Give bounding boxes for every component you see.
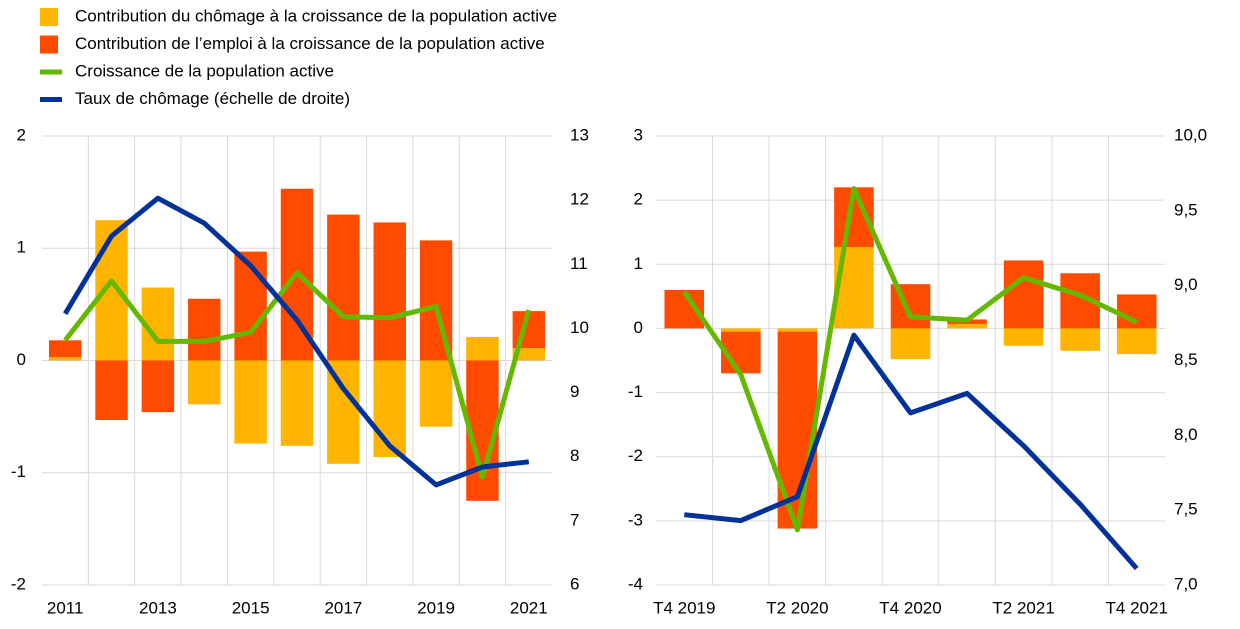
x-tick-label: 2021 <box>510 598 548 617</box>
y-tick-label: -1 <box>11 462 26 481</box>
y-tick-label: -2 <box>628 446 643 465</box>
bar <box>234 360 267 444</box>
bar <box>141 360 175 413</box>
bar <box>1116 328 1157 355</box>
x-tick-label: T2 2020 <box>766 598 828 617</box>
x-tick-label: 2017 <box>324 598 362 617</box>
bar <box>48 340 82 358</box>
bar <box>327 360 360 464</box>
legend-label: Taux de chômage (échelle de droite) <box>75 89 350 108</box>
y2-tick-label: 13 <box>570 125 589 144</box>
x-tick-label: 2019 <box>417 598 455 617</box>
y2-tick-label: 8,5 <box>1174 350 1198 369</box>
y-tick-label: 1 <box>634 254 643 273</box>
bar <box>890 328 931 360</box>
y2-tick-label: 12 <box>570 190 589 209</box>
legend-label: Contribution de l’emploi à la croissance… <box>75 34 545 53</box>
y2-tick-label: 9 <box>570 382 579 401</box>
y2-tick-label: 7 <box>570 510 579 529</box>
bar <box>327 214 360 361</box>
y2-tick-label: 11 <box>570 254 588 273</box>
x-tick-label: T4 2021 <box>1106 598 1168 617</box>
bar <box>373 222 406 361</box>
bar <box>48 357 82 361</box>
bar <box>234 251 267 361</box>
y-tick-label: 0 <box>17 350 26 369</box>
bar <box>188 360 221 405</box>
bar <box>721 328 761 332</box>
bar <box>512 348 546 361</box>
y2-tick-label: 10,0 <box>1174 125 1207 144</box>
bar <box>188 298 221 361</box>
y-tick-label: 3 <box>634 125 643 144</box>
bar <box>1116 294 1157 329</box>
bar <box>466 336 499 361</box>
bar <box>1003 260 1044 329</box>
y-tick-label: -1 <box>628 382 643 401</box>
line-series <box>63 270 532 480</box>
y2-tick-label: 7,0 <box>1174 574 1198 593</box>
bar <box>1003 328 1044 346</box>
y-tick-label: 0 <box>634 318 643 337</box>
x-tick-label: T2 2021 <box>992 598 1054 617</box>
bar <box>95 360 128 420</box>
line-series <box>684 332 1139 571</box>
bar <box>280 360 314 446</box>
legend-swatch <box>40 8 58 26</box>
bar <box>947 323 987 329</box>
y2-tick-label: 8 <box>570 446 579 465</box>
y2-tick-label: 9,5 <box>1174 200 1198 219</box>
bar <box>1060 328 1100 351</box>
bar <box>777 328 818 332</box>
y2-tick-label: 9,0 <box>1174 275 1198 294</box>
y2-tick-label: 8,0 <box>1174 425 1198 444</box>
x-tick-label: 2011 <box>47 598 84 617</box>
line-series <box>63 195 530 488</box>
panel: -4 -3 -2 -1 0 1 2 3 7,0 7,5 8,0 8,5 9,0 9,5 10,0 T4 201… <box>628 125 1207 617</box>
x-tick-label: 2013 <box>139 598 177 617</box>
y2-tick-label: 7,5 <box>1174 500 1198 519</box>
bar <box>373 360 406 458</box>
y-tick-label: -2 <box>11 574 26 593</box>
x-tick-label: T4 2020 <box>879 598 941 617</box>
y2-tick-label: 10 <box>570 318 589 337</box>
y-tick-label: 2 <box>634 190 643 209</box>
bar <box>95 220 128 361</box>
y-tick-label: -4 <box>628 574 643 593</box>
y-tick-label: -3 <box>628 510 643 529</box>
x-tick-label: 2015 <box>232 598 270 617</box>
bar <box>419 360 453 427</box>
y-tick-label: 2 <box>17 125 26 144</box>
y2-tick-label: 6 <box>570 574 579 593</box>
line-series <box>682 186 1138 533</box>
legend-label: Contribution du chômage à la croissance … <box>75 6 557 25</box>
legend-swatch <box>40 35 58 54</box>
legend-label: Croissance de la population active <box>75 61 334 80</box>
x-tick-label: T4 2019 <box>653 598 715 617</box>
y-tick-label: 1 <box>17 238 26 257</box>
